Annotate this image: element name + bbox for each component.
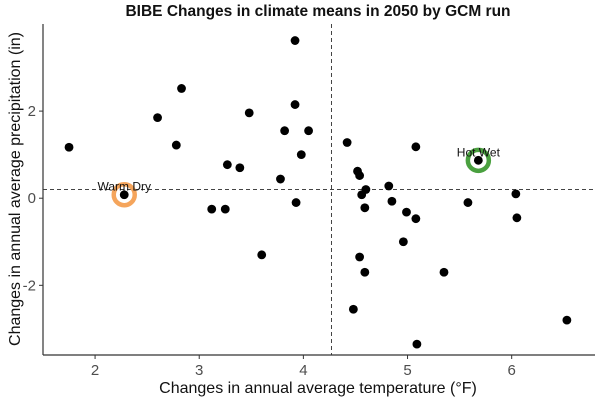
data-point (119, 190, 129, 200)
y-tick-label: 2 (28, 103, 36, 120)
data-point (402, 207, 411, 217)
data-point (355, 252, 365, 262)
data-point (463, 198, 473, 207)
annotation-label: Warm Dry (97, 180, 151, 194)
data-point (473, 155, 483, 165)
data-point (342, 138, 352, 147)
x-tick-label: 5 (403, 362, 411, 379)
data-point (361, 185, 371, 194)
x-tick-label: 3 (195, 362, 203, 379)
data-point (411, 142, 421, 152)
data-point (387, 196, 397, 206)
y-tick-label: -2 (23, 277, 36, 294)
data-point (207, 204, 217, 214)
data-point (291, 198, 301, 207)
y-tick-label: 0 (28, 190, 36, 207)
data-point (360, 267, 370, 277)
data-point (276, 174, 285, 184)
data-point (348, 304, 358, 314)
data-point (412, 339, 422, 349)
y-axis-ticks: -2 0 2 (23, 103, 43, 294)
data-point (235, 163, 245, 173)
annotations: Warm Dry Hot Wet (97, 145, 501, 208)
annotation-ring (465, 147, 492, 174)
data-point (439, 267, 449, 277)
data-point (411, 214, 421, 224)
annotation-label: Hot Wet (457, 145, 501, 159)
data-point (562, 315, 572, 325)
data-point (511, 189, 521, 199)
data-point (257, 250, 267, 260)
data-point (153, 113, 162, 123)
annotation-ring (111, 181, 137, 208)
data-point (177, 84, 186, 93)
data-point (280, 126, 290, 136)
data-point (220, 204, 230, 214)
data-point (244, 108, 254, 118)
data-point (222, 160, 232, 170)
data-point (360, 203, 370, 213)
y-axis-title: Changes in annual average precipitation … (7, 32, 24, 346)
data-point (384, 181, 394, 191)
data-point (296, 150, 306, 160)
axes (42, 24, 595, 356)
data-point (398, 237, 408, 247)
data-point (355, 171, 365, 180)
data-point (290, 100, 300, 109)
data-point (304, 126, 313, 136)
x-tick-label: 2 (91, 362, 99, 379)
data-points (64, 36, 572, 349)
x-axis-ticks: 2 3 4 5 6 (91, 355, 516, 379)
x-tick-label: 6 (508, 362, 516, 379)
x-axis-title: Changes in annual average temperature (°… (159, 380, 477, 397)
data-point (290, 36, 300, 45)
x-tick-label: 4 (299, 362, 307, 379)
chart-title: BIBE Changes in climate means in 2050 by… (125, 3, 510, 20)
data-point (171, 140, 181, 150)
data-point (64, 142, 74, 152)
data-point (512, 213, 522, 223)
